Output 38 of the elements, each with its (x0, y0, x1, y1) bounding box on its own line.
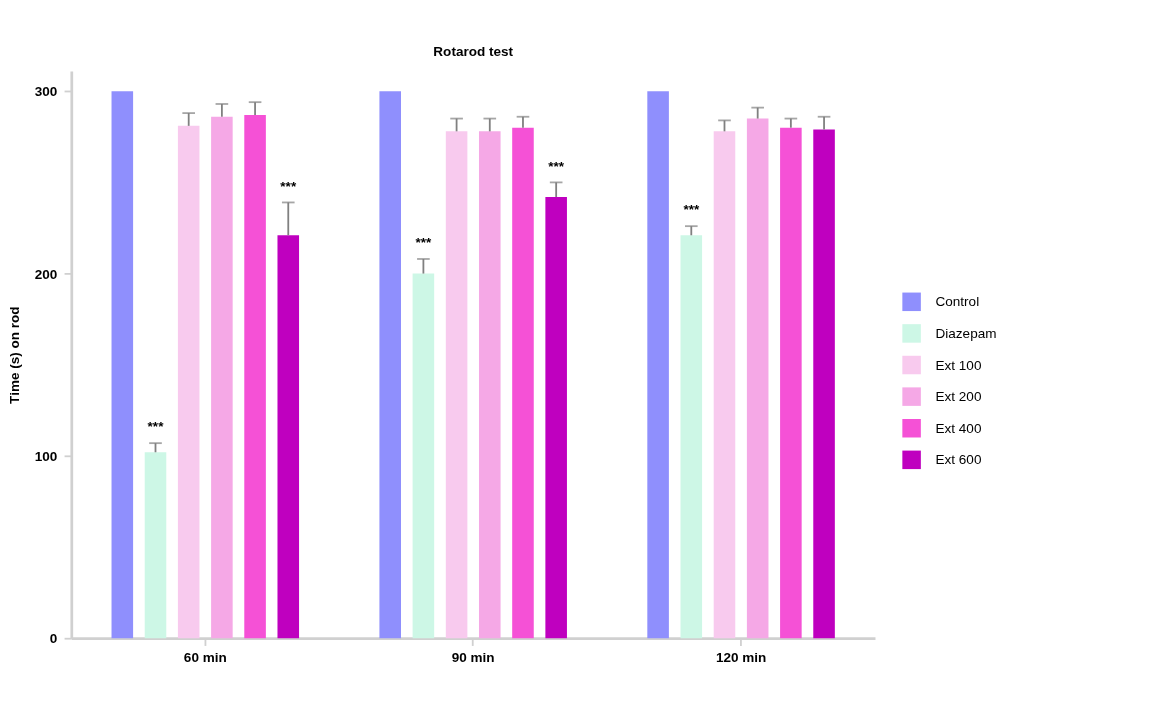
bar (780, 127, 802, 639)
bar (277, 235, 300, 639)
bar (211, 116, 233, 639)
bar (111, 91, 134, 639)
data-label: *** (548, 158, 565, 174)
y-tick-label: 0 (49, 631, 58, 647)
bar (512, 127, 534, 639)
y-tick-label: 200 (34, 266, 58, 282)
y-tick-label: 300 (34, 84, 58, 100)
x-tick-label: 90 min (451, 650, 495, 666)
bar (144, 452, 167, 639)
bar (177, 125, 200, 639)
bar (478, 131, 501, 639)
legend-label: Ext 600 (935, 452, 982, 468)
x-tick-label: 60 min (183, 650, 227, 666)
bar (647, 91, 669, 639)
y-axis-title: Time (s) on rod (7, 306, 23, 404)
legend-label: Diazepam (935, 325, 997, 341)
bar (746, 118, 769, 639)
x-tick-label: 120 min (715, 650, 767, 666)
bar (445, 131, 468, 639)
bar (680, 235, 703, 639)
bar (244, 114, 266, 639)
data-label: *** (683, 202, 700, 218)
bar (813, 129, 835, 639)
data-label: *** (280, 178, 297, 194)
legend-label: Ext 200 (935, 389, 982, 405)
chart-title: Rotarod test (433, 43, 514, 59)
data-label: *** (147, 419, 165, 435)
bar (545, 196, 567, 639)
legend-label: Ext 100 (935, 357, 982, 373)
legend-label: Control (935, 294, 980, 310)
legend-label: Ext 400 (935, 420, 982, 436)
y-tick-label: 100 (34, 448, 58, 464)
bar (412, 273, 435, 639)
bar (713, 131, 736, 639)
data-label: *** (415, 235, 433, 251)
bar (379, 91, 401, 639)
